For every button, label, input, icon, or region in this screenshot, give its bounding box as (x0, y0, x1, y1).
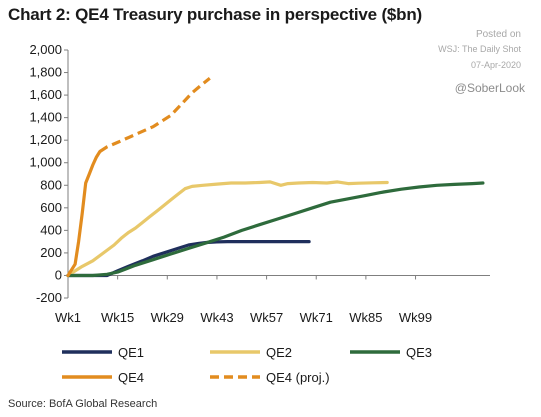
watermark-handle: @SoberLook (454, 81, 525, 95)
x-tick-label: Wk85 (349, 310, 382, 325)
legend-label: QE2 (266, 345, 292, 360)
series-line-qe4 (66, 149, 102, 278)
y-tick-label: -200 (36, 290, 62, 305)
y-tick-label: 1,200 (29, 132, 62, 147)
y-tick-label: 2,000 (29, 42, 62, 57)
x-tick-label: Wk57 (250, 310, 283, 325)
y-tick-label: 600 (40, 200, 62, 215)
y-tick-label: 200 (40, 245, 62, 260)
series-line-qe2 (66, 180, 389, 278)
y-tick-label: 400 (40, 222, 62, 237)
source-note: Source: BofA Global Research (8, 398, 158, 410)
x-tick-label: Wk99 (399, 310, 432, 325)
x-tick-label: Wk71 (300, 310, 333, 325)
y-tick-label: 1,400 (29, 110, 62, 125)
legend: QE1 QE2 QE3 QE4 QE4 (proj.) (62, 345, 432, 385)
x-tick-label: Wk43 (200, 310, 233, 325)
series-line-qe3 (66, 181, 485, 278)
x-axis: Wk1 Wk15 Wk29 Wk43 Wk57 Wk71 Wk85 Wk99 (55, 274, 490, 325)
series-line-qe1 (66, 240, 311, 278)
y-tick-label: 1,800 (29, 65, 62, 80)
watermark-source: WSJ: The Daily Shot (438, 44, 521, 54)
x-tick-label: Wk15 (101, 310, 134, 325)
series-layer (66, 76, 485, 278)
legend-label: QE4 (118, 370, 144, 385)
watermark-date: 07-Apr-2020 (470, 60, 521, 70)
chart-title: Chart 2: QE4 Treasury purchase in perspe… (8, 5, 423, 24)
y-tick-label: 800 (40, 177, 62, 192)
watermark-posted: Posted on (475, 29, 521, 40)
y-tick-label: 1,000 (29, 155, 62, 170)
legend-label: QE4 (proj.) (266, 370, 330, 385)
x-tick-label: Wk1 (55, 310, 81, 325)
y-tick-label: 0 (55, 267, 62, 282)
y-tick-label: 1,600 (29, 87, 62, 102)
series-line-qe4-proj (99, 76, 211, 153)
y-axis: 2,000 1,800 1,600 1,400 1,200 1,000 800 600 400 2… (29, 42, 69, 305)
legend-label: QE3 (406, 345, 432, 360)
legend-label: QE1 (118, 345, 144, 360)
x-tick-label: Wk29 (151, 310, 184, 325)
